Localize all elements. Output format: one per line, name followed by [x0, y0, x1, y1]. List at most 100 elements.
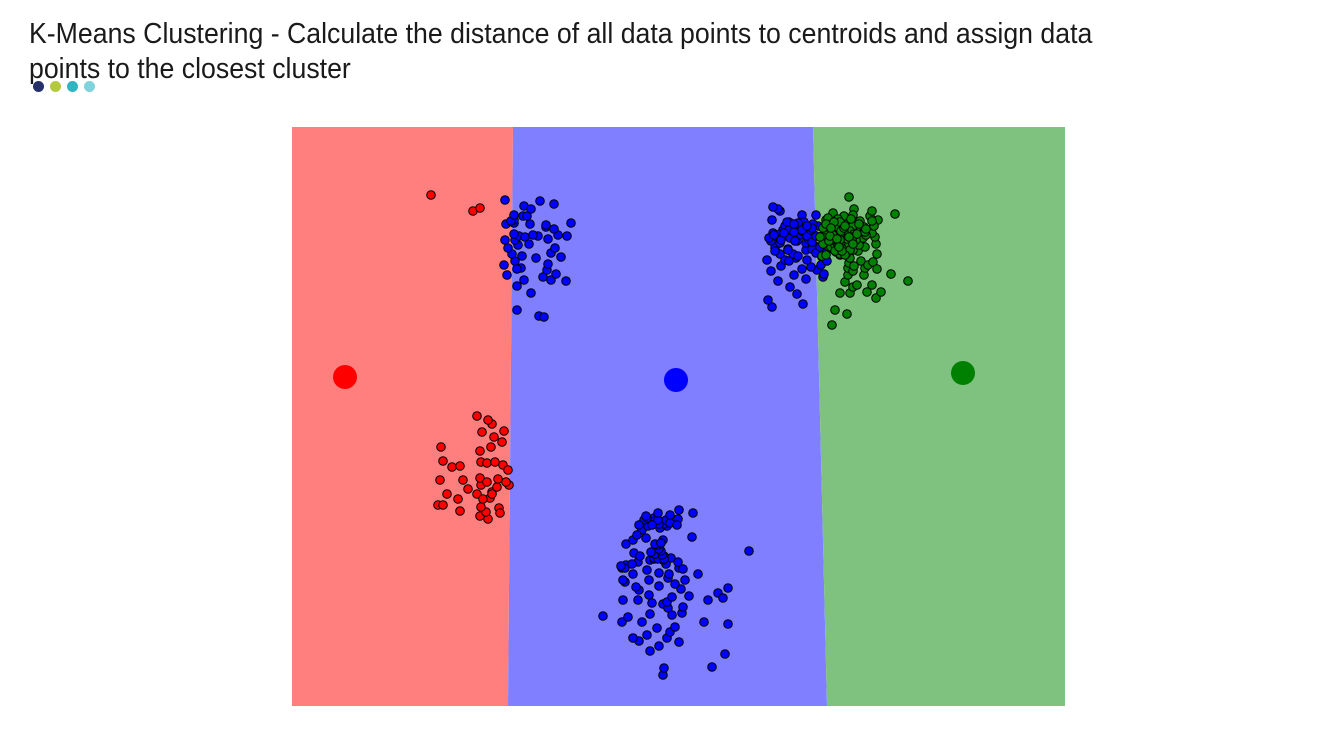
- data-point-red: [483, 415, 493, 425]
- data-point-red: [475, 473, 485, 483]
- data-point-blue: [789, 219, 799, 229]
- data-point-blue: [628, 569, 638, 579]
- data-point-green: [846, 214, 856, 224]
- decor-dot: [84, 81, 95, 92]
- data-point-red: [482, 458, 492, 468]
- centroid-green: [951, 361, 975, 385]
- data-point-red: [438, 500, 448, 510]
- data-point-blue: [642, 565, 652, 575]
- cluster-regions: [292, 127, 1065, 706]
- data-point-blue: [678, 602, 688, 612]
- data-point-blue: [637, 617, 647, 627]
- data-point-green: [842, 309, 852, 319]
- data-point-green: [868, 257, 878, 267]
- data-point-red: [475, 203, 485, 213]
- data-point-blue: [688, 508, 698, 518]
- data-point-red: [438, 456, 448, 466]
- data-point-green: [821, 250, 831, 260]
- data-point-red: [476, 502, 486, 512]
- data-point-blue: [806, 262, 816, 272]
- data-point-green: [835, 288, 845, 298]
- data-point-green: [890, 209, 900, 219]
- data-point-blue: [670, 579, 680, 589]
- data-point-blue: [535, 196, 545, 206]
- data-point-blue: [819, 269, 829, 279]
- data-point-blue: [499, 260, 509, 270]
- data-point-blue: [673, 557, 683, 567]
- data-point-blue: [528, 230, 538, 240]
- centroids: [333, 361, 975, 392]
- data-point-blue: [802, 221, 812, 231]
- data-point-blue: [653, 508, 663, 518]
- data-point-blue: [531, 253, 541, 263]
- data-point-blue: [801, 274, 811, 284]
- data-point-blue: [566, 218, 576, 228]
- data-point-green: [862, 287, 872, 297]
- data-point-blue: [543, 234, 553, 244]
- data-point-blue: [543, 259, 553, 269]
- data-point-green: [852, 280, 862, 290]
- data-point-blue: [792, 289, 802, 299]
- data-point-green: [832, 234, 842, 244]
- decor-dot: [33, 81, 44, 92]
- data-point-blue: [641, 511, 651, 521]
- data-point-green: [867, 280, 877, 290]
- data-point-blue: [654, 641, 664, 651]
- data-point-blue: [502, 270, 512, 280]
- data-point-blue: [561, 276, 571, 286]
- data-point-green: [867, 206, 877, 216]
- data-point-blue: [783, 245, 793, 255]
- data-point-blue: [503, 243, 513, 253]
- data-point-red: [455, 506, 465, 516]
- data-point-green: [848, 239, 858, 249]
- data-point-blue: [667, 592, 677, 602]
- data-point-blue: [500, 195, 510, 205]
- data-point-blue: [769, 230, 779, 240]
- data-point-blue: [802, 255, 812, 265]
- data-point-blue: [526, 204, 536, 214]
- data-point-blue: [744, 546, 754, 556]
- data-point-red: [487, 489, 497, 499]
- decorative-dots: [33, 81, 95, 92]
- data-point-blue: [539, 312, 549, 322]
- centroid-red: [333, 365, 357, 389]
- decor-dot: [50, 81, 61, 92]
- data-point-red: [486, 442, 496, 452]
- data-point-blue: [723, 619, 733, 629]
- data-point-red: [503, 465, 513, 475]
- data-point-red: [442, 489, 452, 499]
- data-point-blue: [654, 581, 664, 591]
- data-point-red: [436, 442, 446, 452]
- data-point-blue: [647, 520, 657, 530]
- data-point-blue: [654, 568, 664, 578]
- data-point-blue: [693, 569, 703, 579]
- data-point-green: [834, 242, 844, 252]
- data-point-green: [876, 287, 886, 297]
- data-point-red: [477, 427, 487, 437]
- data-point-red: [478, 494, 488, 504]
- data-point-blue: [517, 251, 527, 261]
- data-point-blue: [687, 532, 697, 542]
- data-points: [426, 190, 913, 680]
- data-point-blue: [541, 220, 551, 230]
- data-point-blue: [767, 302, 777, 312]
- data-point-red: [453, 494, 463, 504]
- data-point-blue: [789, 227, 799, 237]
- data-point-blue: [647, 598, 657, 608]
- data-point-blue: [562, 231, 572, 241]
- data-point-blue: [684, 591, 694, 601]
- data-point-blue: [642, 630, 652, 640]
- data-point-blue: [512, 305, 522, 315]
- data-point-blue: [500, 235, 510, 245]
- data-point-blue: [634, 520, 644, 530]
- data-point-blue: [770, 246, 780, 256]
- data-point-blue: [659, 663, 669, 673]
- data-point-blue: [718, 593, 728, 603]
- data-point-red: [426, 190, 436, 200]
- data-point-blue: [763, 295, 773, 305]
- data-point-blue: [525, 219, 535, 229]
- data-point-blue: [773, 276, 783, 286]
- data-point-green: [826, 223, 836, 233]
- data-point-blue: [512, 281, 522, 291]
- data-point-blue: [550, 243, 560, 253]
